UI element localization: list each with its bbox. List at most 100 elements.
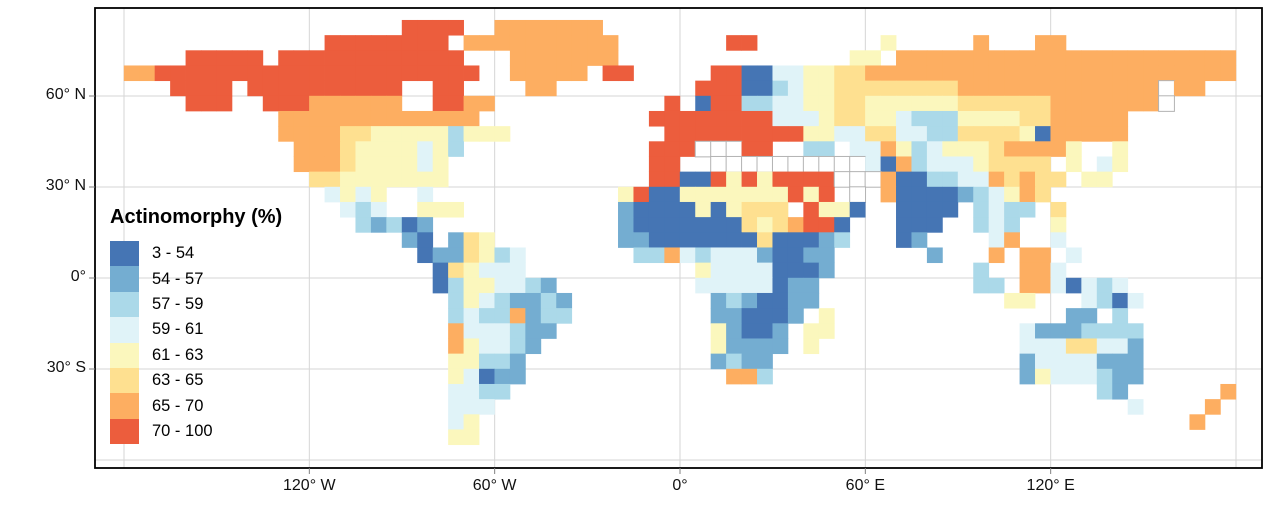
map-region-cell (664, 156, 681, 173)
map-region-cell (1050, 217, 1067, 233)
map-region-cell (1035, 262, 1051, 279)
x-axis-label: 60° E (845, 477, 885, 494)
map-region-cell (710, 338, 727, 355)
map-region-cell (865, 80, 881, 97)
map-region-cell (772, 338, 789, 355)
map-region-cell (293, 141, 310, 157)
map-region-cell (1035, 80, 1051, 97)
map-region-cell (1019, 171, 1036, 188)
map-region-cell (324, 110, 341, 127)
map-region-cell (1127, 338, 1144, 355)
map-region-cell (1127, 95, 1144, 112)
map-region-cell (401, 171, 418, 188)
map-region-cell (1204, 65, 1221, 82)
map-region-cell (880, 95, 897, 112)
map-region-cell (865, 65, 881, 82)
map-region-cell (1050, 277, 1067, 294)
map-region-cell (1189, 65, 1206, 82)
map-region-cell (679, 110, 696, 127)
map-region-cell (463, 35, 480, 51)
map-region-cell (803, 95, 820, 112)
map-region-cell (648, 156, 665, 173)
map-region-cell (340, 126, 356, 142)
map-region-cell (463, 429, 480, 446)
map-region-cell (479, 95, 495, 112)
map-region-cell (710, 80, 727, 97)
map-region-cell (432, 277, 449, 294)
map-region-cell (355, 80, 372, 97)
map-region-cell (803, 323, 820, 339)
map-region-cell (679, 217, 696, 233)
map-region-cell (448, 368, 464, 385)
map-region-cell (540, 35, 557, 51)
map-region-cell (139, 65, 156, 82)
map-region-cell (1081, 95, 1098, 112)
map-region-cell (463, 292, 480, 309)
map-region-cell (340, 65, 356, 82)
map-region-cell (1050, 262, 1067, 279)
map-region-cell (1127, 80, 1144, 97)
map-region-cell (865, 50, 881, 66)
map-region-cell (849, 155, 867, 173)
map-region-cell (216, 95, 233, 112)
legend-bin-label: 61 - 63 (152, 345, 204, 364)
map-region-cell (896, 95, 912, 112)
map-region-cell (1065, 80, 1082, 97)
map-region-cell (818, 80, 835, 97)
map-region-cell (834, 65, 851, 82)
map-region-cell (1096, 65, 1113, 82)
map-region-cell (1096, 368, 1113, 385)
map-region-cell (1004, 65, 1020, 82)
legend-item: 3 - 54 (110, 241, 282, 267)
map-region-cell (509, 19, 526, 36)
map-region-cell (1004, 171, 1020, 188)
map-region-cell (926, 80, 943, 97)
map-region-cell (880, 156, 897, 173)
map-region-cell (618, 201, 634, 218)
legend-bin-label: 70 - 100 (152, 421, 213, 440)
map-region-cell (1081, 353, 1098, 370)
map-region-cell (973, 35, 990, 51)
map-region-cell (1035, 156, 1051, 173)
map-region-cell (757, 141, 773, 157)
map-region-cell (957, 171, 974, 188)
map-region-cell (772, 95, 789, 112)
map-region-cell (664, 217, 681, 233)
map-region-cell (757, 186, 773, 203)
map-region-cell (880, 141, 897, 157)
map-region-cell (1004, 50, 1020, 66)
map-region-cell (988, 201, 1005, 218)
map-region-cell (494, 19, 511, 36)
map-region-cell (849, 126, 866, 142)
map-region-cell (525, 338, 542, 355)
map-region-cell (833, 171, 851, 188)
map-region-cell (370, 126, 387, 142)
map-region-cell (1112, 368, 1129, 385)
legend-bin-label: 59 - 61 (152, 320, 204, 339)
map-region-cell (340, 110, 356, 127)
map-region-cell (988, 80, 1005, 97)
map-region-cell (710, 308, 727, 324)
map-region-cell (1081, 323, 1098, 339)
legend-item: 54 - 57 (110, 266, 282, 292)
map-region-cell (1065, 323, 1082, 339)
map-region-cell (1019, 201, 1036, 218)
map-region-cell (355, 201, 372, 218)
map-region-cell (1050, 65, 1067, 82)
map-region-cell (896, 201, 912, 218)
map-region-cell (1112, 50, 1129, 66)
legend-items: 3 - 54 54 - 57 57 - 59 59 - 61 61 - 63 63 - 6… (110, 241, 282, 445)
map-region-cell (757, 65, 773, 82)
map-region-cell (525, 292, 542, 309)
map-region-cell (726, 171, 742, 188)
map-region-cell (386, 126, 403, 142)
map-region-cell (417, 186, 434, 203)
map-region-cell (648, 247, 665, 264)
map-region-cell (664, 232, 681, 248)
map-region-cell (633, 232, 650, 248)
map-region-cell (911, 232, 928, 248)
map-region-cell (818, 262, 835, 279)
map-region-cell (494, 292, 511, 309)
map-region-cell (1065, 141, 1082, 157)
legend-swatch (110, 367, 139, 394)
